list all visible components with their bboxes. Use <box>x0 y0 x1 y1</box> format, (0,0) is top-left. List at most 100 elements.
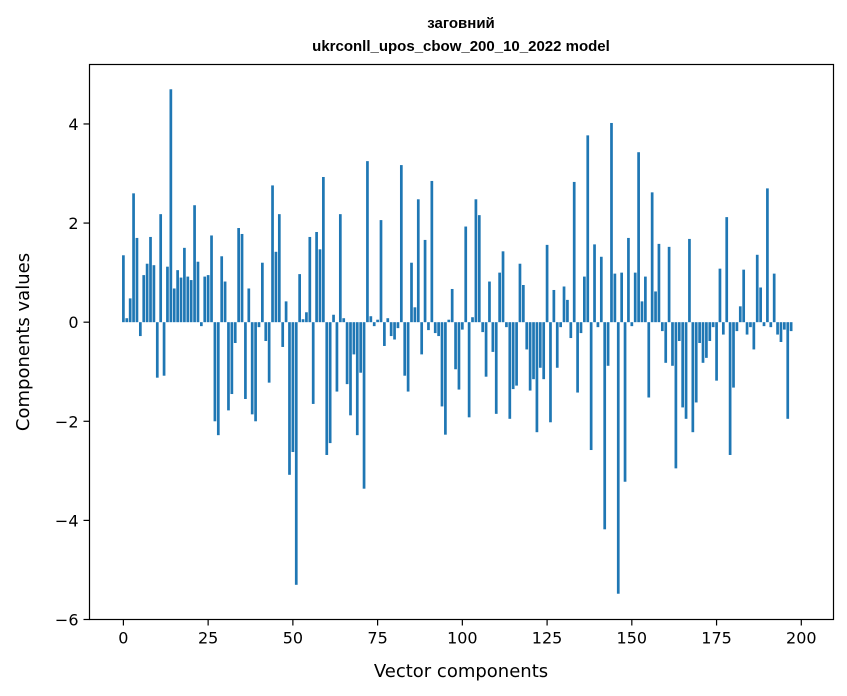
bar-143 <box>606 322 610 366</box>
x-tick-label: 200 <box>786 629 817 648</box>
bar-115 <box>511 322 515 390</box>
bar-144 <box>610 122 613 323</box>
bar-124 <box>542 322 546 380</box>
bar-188 <box>759 287 762 323</box>
bar-196 <box>786 322 790 419</box>
bar-110 <box>494 322 498 414</box>
bar-61 <box>328 322 332 444</box>
bar-69 <box>355 322 359 436</box>
bar-129 <box>559 322 562 328</box>
bar-3 <box>132 193 135 323</box>
bar-127 <box>552 289 556 323</box>
bar-68 <box>352 322 356 355</box>
bar-145 <box>613 273 617 323</box>
x-tick-label: 0 <box>118 629 128 648</box>
bar-148 <box>623 322 627 482</box>
bar-118 <box>522 285 525 323</box>
bar-67 <box>349 322 352 416</box>
bar-66 <box>345 322 349 385</box>
bar-16 <box>176 270 179 323</box>
bar-125 <box>545 244 549 323</box>
bar-27 <box>213 322 217 422</box>
bar-155 <box>647 322 651 398</box>
bar-123 <box>538 322 542 368</box>
bar-31 <box>227 322 230 411</box>
bar-84 <box>406 322 410 392</box>
bar-180 <box>732 322 735 388</box>
bar-150 <box>630 322 634 327</box>
bar-14 <box>169 89 173 323</box>
bar-108 <box>488 281 491 323</box>
bar-121 <box>532 322 535 380</box>
bar-56 <box>311 322 315 404</box>
bar-184 <box>745 322 749 335</box>
bar-181 <box>735 322 739 332</box>
bar-47 <box>281 322 285 347</box>
bar-96 <box>447 319 451 323</box>
bar-99 <box>457 322 461 390</box>
bar-22 <box>196 261 200 323</box>
bar-34 <box>237 228 240 323</box>
bar-158 <box>657 243 661 323</box>
bar-195 <box>783 322 786 330</box>
bar-142 <box>603 322 607 530</box>
bar-73 <box>369 316 373 323</box>
bar-64 <box>338 214 342 323</box>
bar-21 <box>193 205 196 323</box>
bar-35 <box>240 233 244 323</box>
bar-105 <box>477 215 481 323</box>
bar-111 <box>498 272 501 323</box>
bar-46 <box>277 214 281 323</box>
bar-192 <box>772 273 776 323</box>
bar-132 <box>569 322 573 339</box>
bar-55 <box>308 236 312 323</box>
bar-45 <box>274 251 278 323</box>
bar-57 <box>315 231 318 323</box>
bar-92 <box>433 322 437 334</box>
bar-32 <box>230 322 234 395</box>
bar-178 <box>725 217 729 323</box>
bar-168 <box>691 322 695 433</box>
bar-94 <box>440 322 444 407</box>
bar-8 <box>149 236 152 323</box>
bar-177 <box>721 322 725 335</box>
bar-185 <box>749 322 752 328</box>
bar-165 <box>681 322 685 408</box>
bar-137 <box>586 135 590 323</box>
bar-95 <box>444 322 447 435</box>
bar-11 <box>159 214 163 323</box>
bar-76 <box>379 220 383 323</box>
bar-80 <box>393 322 396 340</box>
bar-54 <box>305 312 308 323</box>
bar-20 <box>189 280 193 323</box>
bar-101 <box>464 226 468 323</box>
bar-107 <box>484 322 488 377</box>
bar-169 <box>694 322 698 403</box>
chart-title: заговний <box>427 15 495 32</box>
chart-subtitle: ukrconll_upos_cbow_200_10_2022 model <box>312 38 610 55</box>
bar-82 <box>399 165 403 323</box>
bar-176 <box>718 268 722 323</box>
bar-116 <box>515 322 518 386</box>
bar-9 <box>152 265 156 323</box>
bar-109 <box>491 322 495 352</box>
bar-189 <box>762 322 766 327</box>
bar-164 <box>677 322 681 342</box>
y-tick-label: −2 <box>55 412 79 431</box>
bar-44 <box>271 185 274 323</box>
y-tick-label: −4 <box>55 511 79 530</box>
x-tick-label: 50 <box>283 629 303 648</box>
x-tick-label: 150 <box>617 629 648 648</box>
y-tick-label: 0 <box>68 313 78 332</box>
x-tick-label: 175 <box>701 629 732 648</box>
bar-12 <box>162 322 166 376</box>
bar-191 <box>769 322 773 328</box>
bar-53 <box>301 319 305 323</box>
bar-33 <box>233 322 237 343</box>
bar-17 <box>179 277 183 323</box>
bar-79 <box>389 322 393 337</box>
bar-126 <box>549 322 552 423</box>
y-axis-label: Components values <box>13 253 34 431</box>
bar-146 <box>616 322 620 594</box>
